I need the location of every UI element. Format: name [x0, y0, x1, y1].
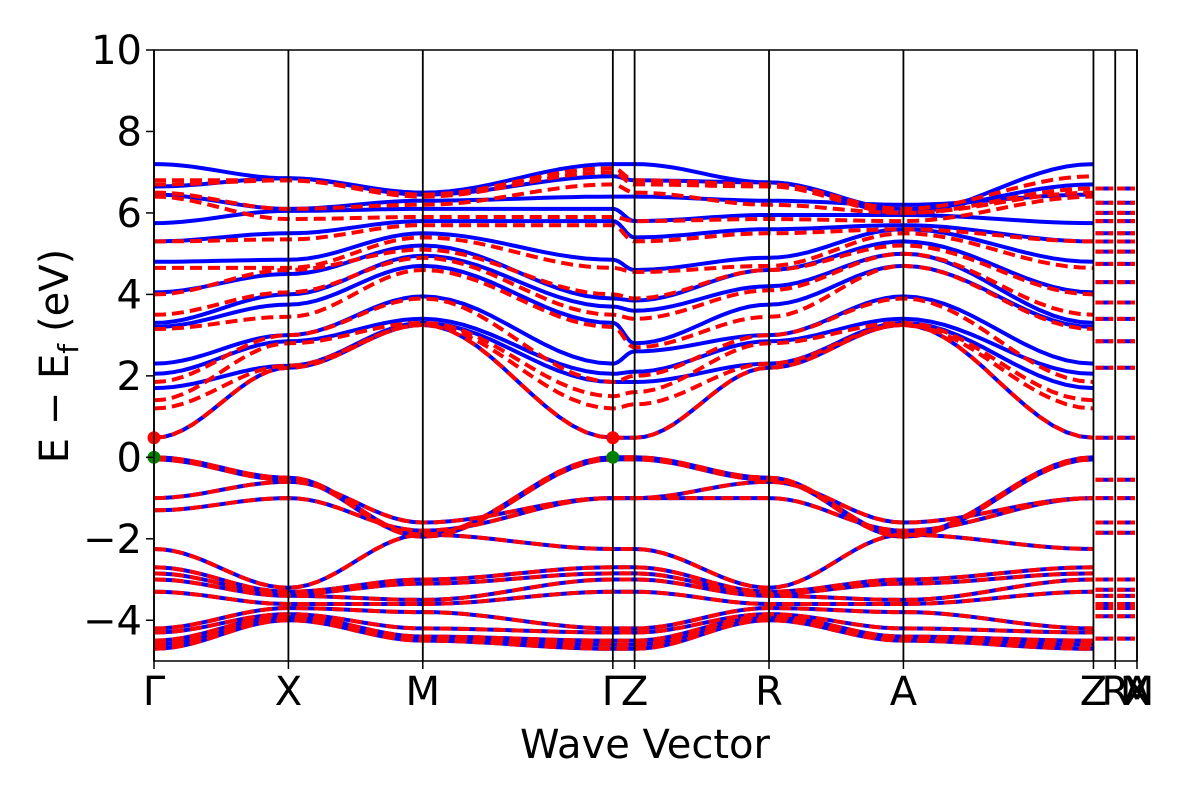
conduction-band-up — [154, 263, 1094, 346]
y-tick-label: 4 — [117, 272, 142, 318]
y-axis-label-sub: f — [52, 343, 85, 354]
conduction-band-up — [154, 239, 1094, 303]
x-tick-label: Γ — [602, 669, 625, 715]
valence-band-down — [154, 457, 1094, 539]
conduction-band-down — [154, 182, 1094, 215]
x-axis-label: Wave Vector — [520, 722, 771, 768]
y-tick-label: 0 — [117, 435, 142, 481]
conduction-band-down — [154, 263, 1094, 350]
x-tick-label: R — [1101, 669, 1129, 715]
conduction-band-up — [154, 192, 1094, 211]
y-tick-label: −4 — [83, 598, 142, 644]
y-tick-label: 8 — [117, 109, 142, 155]
conduction-band-down — [154, 170, 1094, 215]
valence-band-down — [154, 532, 1094, 590]
valence-band-down — [154, 496, 1094, 533]
valence-band-up — [154, 479, 1094, 525]
y-tick-label: 10 — [91, 28, 142, 74]
conduction-band-down — [154, 223, 1094, 244]
x-tick-label: Γ — [143, 669, 166, 715]
conduction-band-down — [154, 251, 1094, 321]
x-tick-label: Z — [1080, 669, 1107, 715]
y-axis-label: E − Ef (eV) — [32, 249, 85, 464]
valence-band-down — [154, 614, 1094, 643]
conduction-band-down — [154, 231, 1094, 274]
plot-frame — [153, 49, 1138, 662]
conduction-band-down — [154, 194, 1094, 224]
conduction-band-up — [154, 251, 1094, 325]
y-tick-label: −2 — [83, 517, 142, 563]
valence-band-down — [154, 606, 1094, 631]
band-edge-marker — [606, 450, 620, 464]
conduction-band-up — [154, 206, 1094, 226]
valence-band-down — [154, 612, 1094, 635]
band-edge-markers — [147, 431, 620, 464]
x-tick-label: R — [755, 669, 783, 715]
y-axis: −4 −2 0 2 4 6 8 10 — [83, 28, 154, 644]
band-edge-marker — [606, 431, 620, 445]
valence-band-down — [154, 571, 1094, 596]
valence-band-down — [154, 618, 1094, 651]
valence-band-down — [154, 589, 1094, 606]
conduction-band-up — [154, 162, 1094, 215]
conduction-band-down — [154, 166, 1094, 211]
x-tick-label: M — [406, 669, 441, 715]
valence-band-down — [154, 577, 1094, 602]
y-tick-label: 2 — [117, 354, 142, 400]
y-tick-label: 6 — [117, 191, 142, 237]
valence-band-down — [154, 565, 1094, 594]
conduction-band-up — [154, 227, 1094, 272]
conduction-band-down — [154, 296, 1094, 384]
conduction-band-down — [154, 243, 1094, 301]
conduction-band-up — [154, 219, 1094, 244]
conduction-band-down — [154, 322, 1094, 411]
x-tick-label: X — [275, 669, 302, 715]
valence-band-down — [154, 479, 1094, 525]
conduction-band-down — [154, 320, 1094, 403]
x-tick-label: X — [1123, 669, 1150, 715]
x-tick-label: A — [1123, 669, 1151, 715]
bands-layer — [154, 162, 1135, 651]
x-tick-label: M — [1120, 669, 1155, 715]
x-tick-label: A — [890, 669, 918, 715]
y-axis-label-main: E − E — [32, 354, 78, 464]
y-axis-label-unit: (eV) — [32, 249, 78, 332]
x-tick-label: Z — [621, 669, 648, 715]
valence-band-down — [154, 616, 1094, 647]
conduction-band-up — [154, 316, 1094, 376]
